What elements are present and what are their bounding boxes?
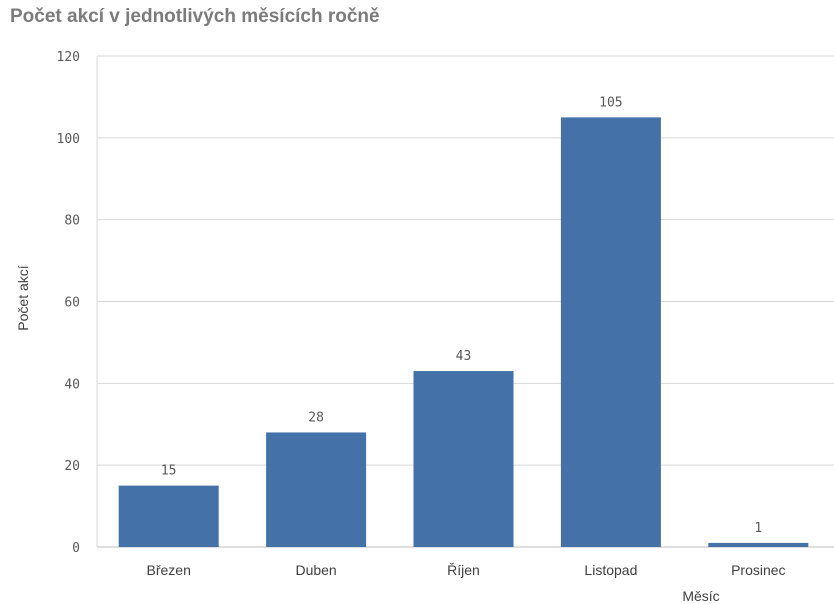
y-tick-label: 120 [57,50,80,65]
data-label: 15 [161,464,177,479]
y-axis-ticks: 0 20 40 60 80 100 120 [57,50,80,556]
bar[interactable] [560,117,661,547]
bars [118,117,809,547]
y-tick-label: 0 [72,541,80,556]
bar[interactable] [266,432,367,547]
x-tick-label: Duben [295,562,336,578]
y-tick-label: 20 [64,459,80,474]
bar[interactable] [708,542,809,547]
y-tick-label: 100 [57,132,80,147]
bar[interactable] [118,485,219,547]
x-tick-label: Listopad [584,562,637,578]
x-tick-label: Březen [147,562,191,578]
x-tick-label: Prosinec [731,562,785,578]
data-label: 105 [599,95,622,110]
y-tick-label: 80 [64,214,80,229]
data-label: 43 [456,349,472,364]
y-tick-label: 40 [64,377,80,392]
bar[interactable] [413,371,514,547]
data-labels: 15 28 43 105 1 [161,95,762,536]
y-axis-label: Počet akcí [15,265,31,330]
data-label: 1 [754,521,762,536]
y-tick-label: 60 [64,296,80,311]
data-label: 28 [308,410,324,425]
x-axis-label: Měsíc [682,588,719,604]
x-tick-label: Říjen [447,562,480,578]
x-axis-categories: Březen Duben Říjen Listopad Prosinec [147,562,786,578]
chart-title: Počet akcí v jednotlivých měsících ročně [10,6,380,27]
